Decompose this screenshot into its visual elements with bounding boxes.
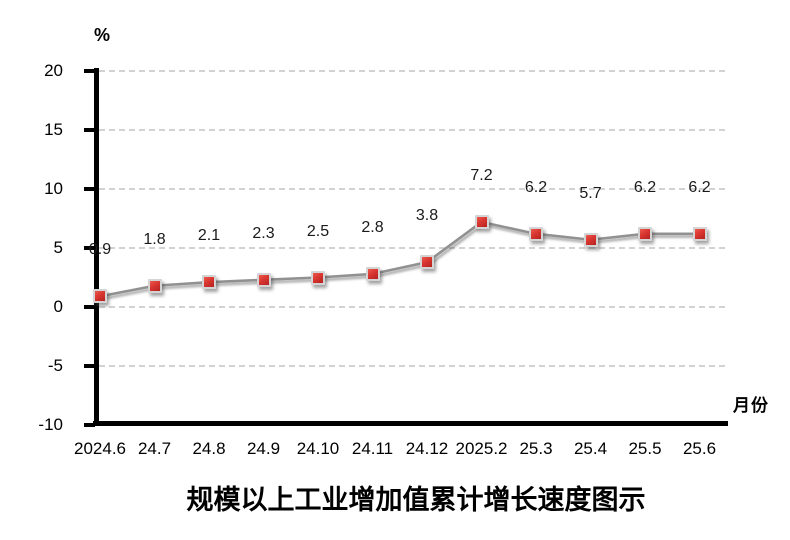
y-tick-label: -5 (47, 356, 63, 375)
x-tick-label: 24.11 (351, 439, 394, 458)
data-point-marker (529, 226, 543, 241)
x-axis-line (93, 421, 728, 426)
y-tick-mark (84, 187, 95, 191)
data-point-value-label: 1.8 (143, 230, 166, 248)
y-tick-label: 10 (44, 179, 63, 198)
y-tick-mark (84, 364, 95, 368)
x-tick-label: 25.6 (682, 439, 717, 458)
y-tick-label: 5 (53, 238, 63, 257)
y-tick-mark (84, 423, 95, 427)
y-tick-mark (84, 305, 95, 309)
y-tick-label: 20 (44, 61, 63, 80)
data-point-marker (311, 270, 325, 285)
data-point-value-label: 7.2 (470, 167, 493, 185)
data-point-marker (638, 226, 652, 241)
y-axis-unit-label: % (94, 25, 111, 45)
data-point-value-label: 0.9 (88, 241, 112, 259)
data-point-marker (93, 289, 107, 304)
y-tick-label: 15 (44, 120, 63, 139)
x-tick-label: 25.4 (573, 439, 608, 458)
x-tick-label: 25.3 (519, 439, 553, 458)
x-tick-label: 24.7 (137, 439, 172, 458)
y-tick-mark (84, 128, 95, 132)
data-point-marker (256, 272, 271, 287)
y-tick-mark (84, 69, 95, 73)
x-tick-label: 25.5 (628, 439, 662, 458)
data-point-marker (583, 232, 598, 247)
series-line (99, 220, 700, 298)
data-point-marker (692, 226, 707, 241)
x-tick-label: 24.10 (296, 439, 340, 458)
x-tick-label: 2025.2 (455, 439, 508, 458)
chart-title: 规模以上工业增加值累计增长速度图示 (186, 485, 646, 516)
x-tick-label: 24.9 (246, 439, 281, 458)
data-point-value-label: 6.2 (633, 178, 657, 196)
y-tick-label: -10 (38, 415, 63, 434)
data-point-marker (420, 255, 434, 270)
data-point-value-label: 6.2 (688, 178, 711, 196)
x-axis-title: 月份 (733, 396, 769, 416)
gridlines (99, 70, 727, 367)
series-polyline (99, 220, 700, 298)
x-tick-label: 2024.6 (74, 439, 126, 458)
data-point-value-label: 5.7 (579, 184, 602, 202)
data-point-marker (365, 266, 380, 281)
y-tick-label: 0 (53, 297, 63, 316)
data-point-marker (202, 275, 216, 290)
y-axis-line (94, 68, 99, 425)
x-tick-label: 24.8 (192, 439, 226, 458)
data-point-value-label: 2.3 (252, 224, 275, 242)
x-tick-label: 24.12 (405, 439, 449, 458)
data-point-marker (474, 215, 489, 230)
data-point-marker (147, 278, 162, 293)
y-tick-mark (84, 246, 95, 250)
data-point-value-label: 2.8 (361, 218, 384, 236)
data-point-value-label: 2.5 (306, 222, 330, 240)
data-point-value-label: 6.2 (524, 178, 548, 196)
data-point-value-label: 3.8 (415, 207, 439, 225)
data-point-value-label: 2.1 (197, 227, 221, 245)
